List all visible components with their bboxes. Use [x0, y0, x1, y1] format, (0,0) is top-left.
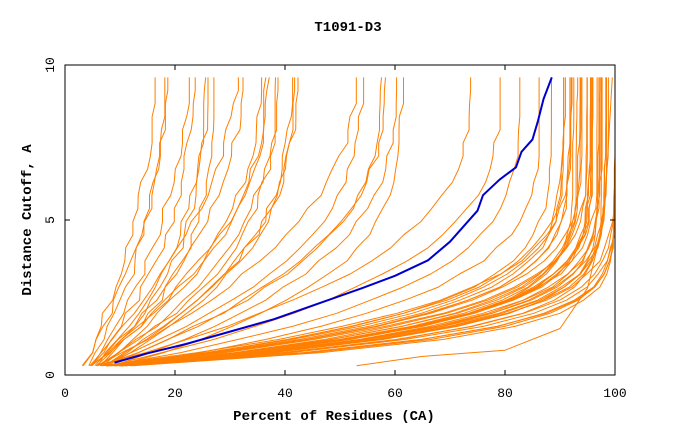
- series-line-0-5: [97, 77, 207, 366]
- x-axis-label: Percent of Residues (CA): [233, 409, 435, 425]
- series-line-2-3: [100, 77, 382, 367]
- series-line-4-11: [120, 77, 588, 367]
- series-line-0-3: [91, 77, 190, 366]
- series-line-0-2: [88, 77, 169, 366]
- series-line-3-2: [108, 77, 521, 367]
- highlight-series-line: [114, 77, 553, 364]
- series-line-1-5: [102, 77, 279, 367]
- series-line-1-0: [89, 77, 239, 367]
- series-line-3-0: [95, 77, 472, 367]
- series-line-5-3: [113, 77, 594, 367]
- series-line-1-8: [103, 77, 299, 367]
- series-line-1-9: [106, 77, 296, 367]
- series-line-4-9: [108, 77, 588, 367]
- series-line-5-4: [119, 77, 600, 367]
- series-line-4-21: [121, 77, 607, 367]
- series-line-5-2: [107, 77, 598, 367]
- series-line-5-0: [110, 77, 575, 367]
- x-tick-label: 0: [61, 386, 69, 401]
- series-line-4-3: [101, 77, 573, 367]
- series-line-0-6: [95, 77, 209, 367]
- series-line-1-3: [91, 77, 263, 367]
- series-line-5-1: [114, 77, 581, 367]
- y-axis-label: Distance Cutoff, A: [20, 144, 36, 296]
- series-line-1-4: [99, 77, 270, 367]
- series-line-1-1: [94, 77, 244, 367]
- series-line-4-6: [105, 77, 571, 367]
- series-line-5-11: [126, 77, 616, 367]
- x-tick-label: 60: [387, 386, 403, 401]
- x-tick-label: 100: [603, 386, 626, 401]
- series-line-3-3: [124, 77, 540, 367]
- series-line-4-10: [114, 77, 579, 367]
- x-tick-label: 80: [497, 386, 513, 401]
- series-line-4-19: [125, 77, 603, 367]
- series-line-4-5: [110, 77, 565, 367]
- series-line-0-7: [100, 77, 215, 367]
- series-line-0-1: [81, 77, 166, 367]
- series-line-4-4: [108, 77, 572, 367]
- series-line-4-18: [121, 77, 607, 367]
- series-line-2-0: [97, 77, 357, 367]
- series-line-2-4: [113, 77, 398, 367]
- chart-title: T1091-D3: [314, 20, 381, 36]
- series-line-2-1: [101, 77, 365, 367]
- series-line-bottom: [356, 77, 613, 367]
- y-tick-label: 5: [43, 216, 58, 224]
- series-line-2-5: [117, 77, 404, 367]
- series-line-0-0: [82, 77, 156, 366]
- y-tick-label: 0: [43, 371, 58, 379]
- series-line-5-5: [116, 77, 601, 367]
- y-tick-label: 10: [43, 57, 58, 73]
- series-line-0-4: [90, 77, 196, 367]
- series-line-1-6: [97, 77, 276, 367]
- x-tick-label: 20: [167, 386, 183, 401]
- plot-lines: [81, 77, 616, 367]
- series-line-4-2: [105, 77, 566, 367]
- series-line-4-14: [121, 77, 592, 367]
- x-tick-label: 40: [277, 386, 293, 401]
- axis-ticks: 0 20 40 60 80 100 0 5 10: [43, 57, 627, 401]
